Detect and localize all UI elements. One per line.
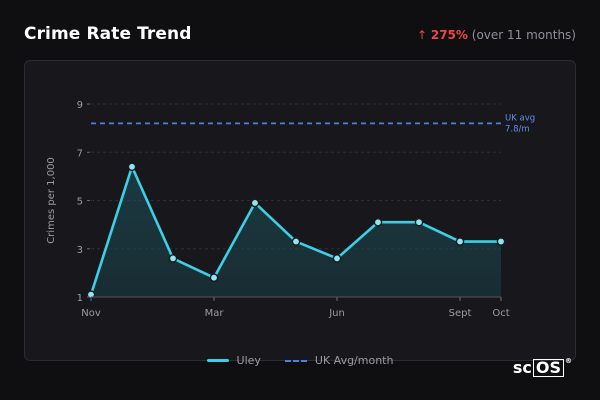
legend-label-uley: Uley [236, 354, 261, 367]
trend-percentage: 275% [430, 28, 468, 42]
data-point[interactable] [373, 217, 383, 227]
chart-card [24, 60, 576, 361]
trend-period: (over 11 months) [471, 28, 576, 42]
data-point[interactable] [291, 237, 301, 246]
y-axis-label: Crimes per 1,000 [46, 157, 57, 244]
brand-logo: sc OS ® [512, 356, 572, 378]
data-point[interactable] [209, 273, 219, 283]
y-tick-label: 3 [77, 245, 83, 256]
x-tick-label: Sept [449, 308, 472, 319]
x-tick-label: Nov [81, 308, 101, 319]
chart-title: Crime Rate Trend [24, 24, 192, 44]
legend-item-uley[interactable]: Uley [206, 354, 261, 367]
y-tick-label: 7 [77, 148, 83, 159]
y-tick-label: 5 [77, 197, 83, 208]
data-point[interactable] [168, 254, 178, 263]
x-tick-label: Oct [492, 308, 509, 319]
brand-reg-mark: ® [565, 356, 572, 365]
chart-legend: Uley UK Avg/month [0, 354, 600, 367]
legend-item-uk-avg[interactable]: UK Avg/month [284, 354, 394, 367]
x-tick-label: Jun [328, 308, 345, 319]
trend-up-arrow-icon: ↑ [416, 28, 428, 42]
x-tick-label: Mar [205, 308, 225, 319]
reference-label-name: UK avg [505, 113, 535, 123]
legend-swatch-dashed [284, 359, 307, 362]
data-point[interactable] [414, 217, 424, 227]
data-point[interactable] [496, 237, 506, 246]
reference-label-value: 7.8/m [505, 124, 530, 134]
data-point[interactable] [250, 198, 260, 208]
legend-swatch-solid [206, 359, 229, 362]
y-tick-label: 9 [77, 100, 83, 111]
data-point[interactable] [455, 237, 465, 246]
y-tick-label: 1 [77, 293, 83, 304]
data-point[interactable] [127, 162, 137, 172]
series-area-uley [91, 166, 501, 297]
legend-label-uk-avg: UK Avg/month [314, 354, 394, 367]
brand-prefix: sc [512, 358, 532, 377]
brand-boxed: OS [532, 358, 564, 377]
data-point[interactable] [332, 254, 342, 263]
trend-summary: ↑ 275% (over 11 months) [417, 28, 576, 42]
